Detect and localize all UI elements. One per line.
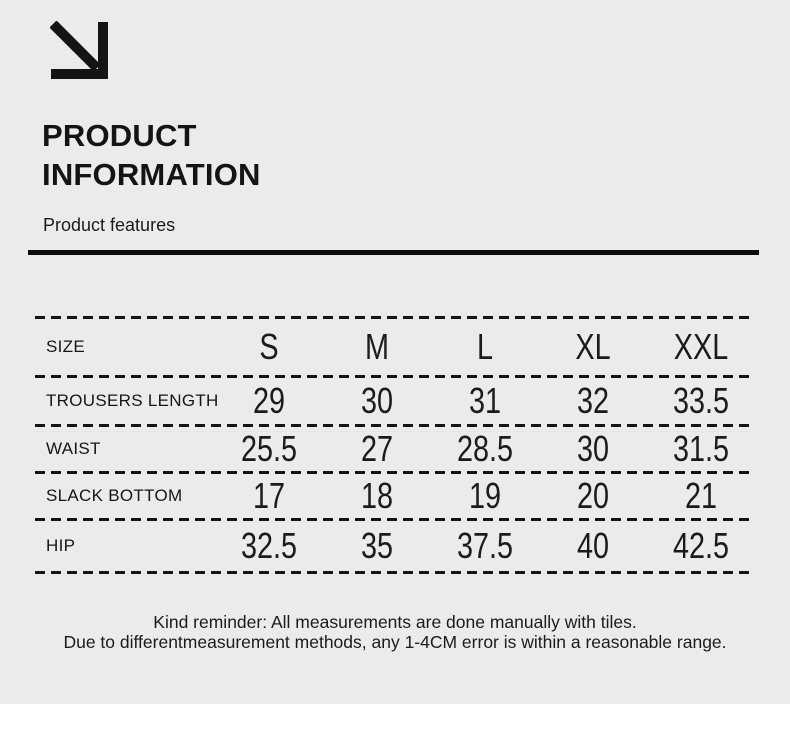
arrow-down-right-icon-svg (49, 20, 108, 79)
table-cell: 17 (215, 475, 323, 517)
gray-sheet: PRODUCT INFORMATION Product features SIZ… (0, 0, 790, 704)
table-cell: 35 (323, 525, 431, 567)
row-label: HIP (46, 536, 76, 555)
cell-value: 21 (684, 475, 718, 516)
table-cell: 27 (323, 428, 431, 470)
cell-value: 25.5 (240, 428, 298, 469)
table-cell: 42.5 (647, 525, 755, 567)
cell-value: 40 (576, 525, 610, 566)
column-header-m: M (323, 326, 431, 368)
cell-value: 19 (468, 475, 502, 516)
white-footer-strip (0, 704, 790, 729)
table-dashed-line (35, 518, 755, 521)
cell-value: 17 (252, 475, 286, 516)
table-row-slack-bottom: SLACK BOTTOM 17 18 19 20 21 (35, 474, 755, 518)
table-cell: 37.5 (431, 525, 539, 567)
table-cell: 19 (431, 475, 539, 517)
cell-value: 20 (576, 475, 610, 516)
table-cell: 30 (539, 428, 647, 470)
column-header-xl-text: XL (575, 326, 611, 367)
cell-value: 42.5 (672, 525, 730, 566)
table-cell: 31.5 (647, 428, 755, 470)
table-dashed-line (35, 375, 755, 378)
table-row-waist: WAIST 25.5 27 28.5 30 31.5 (35, 427, 755, 471)
table-row-trousers-length: TROUSERS LENGTH 29 30 31 32 33.5 (35, 378, 755, 424)
column-header-xxl: XXL (647, 326, 755, 368)
table-cell: 28.5 (431, 428, 539, 470)
table-dashed-line (35, 424, 755, 427)
cell-value: 27 (360, 428, 394, 469)
arrow-down-right-icon (49, 20, 108, 79)
column-header-s: S (215, 326, 323, 368)
cell-value: 32.5 (240, 525, 298, 566)
table-header-row: SIZE S M L XL XXL (35, 319, 755, 375)
cell-value: 30 (360, 380, 394, 421)
cell-value: 31 (468, 380, 502, 421)
column-header-l-text: L (476, 326, 494, 367)
table-cell: 21 (647, 475, 755, 517)
column-header-xl: XL (539, 326, 647, 368)
row-label: WAIST (46, 439, 101, 458)
table-cell: 25.5 (215, 428, 323, 470)
column-header-m-text: M (365, 326, 389, 367)
cell-value: 35 (360, 525, 394, 566)
table-cell: 40 (539, 525, 647, 567)
cell-value: 18 (360, 475, 394, 516)
column-header-l: L (431, 326, 539, 368)
cell-value: 37.5 (456, 525, 514, 566)
column-header-xxl-text: XXL (673, 326, 729, 367)
cell-value: 29 (252, 380, 286, 421)
column-header-s-text: S (259, 326, 279, 367)
table-cell: 32 (539, 380, 647, 422)
cell-value: 32 (576, 380, 610, 421)
table-cell: 33.5 (647, 380, 755, 422)
row-label: SLACK BOTTOM (46, 486, 183, 505)
cell-value: 31.5 (672, 428, 730, 469)
cell-value: 33.5 (672, 380, 730, 421)
row-label: TROUSERS LENGTH (46, 391, 219, 410)
table-cell: 32.5 (215, 525, 323, 567)
table-dashed-line (35, 571, 755, 574)
size-chart-table: SIZE S M L XL XXL TROUSERS LENGTH 29 30 … (35, 316, 755, 574)
kind-reminder-line1: Kind reminder: All measurements are done… (153, 612, 637, 632)
section-label: Product features (43, 215, 176, 235)
table-row-hip: HIP 32.5 35 37.5 40 42.5 (35, 521, 755, 571)
table-dashed-line (35, 471, 755, 474)
table-cell: 20 (539, 475, 647, 517)
table-cell: 31 (431, 380, 539, 422)
table-cell: 18 (323, 475, 431, 517)
cell-value: 28.5 (456, 428, 514, 469)
cell-value: 30 (576, 428, 610, 469)
table-dashed-line (35, 316, 755, 319)
kind-reminder-line2: Due to differentmeasurement methods, any… (63, 632, 727, 652)
table-cell: 29 (215, 380, 323, 422)
kind-reminder-text: Kind reminder: All measurements are done… (0, 612, 790, 652)
section-divider (28, 250, 759, 255)
table-header-label: SIZE (46, 337, 85, 356)
page-title: PRODUCT INFORMATION (42, 117, 261, 192)
table-cell: 30 (323, 380, 431, 422)
